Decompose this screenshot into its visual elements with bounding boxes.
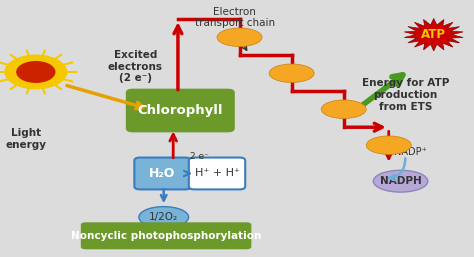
Ellipse shape bbox=[217, 28, 262, 47]
Text: 2 e⁻: 2 e⁻ bbox=[190, 152, 209, 161]
Text: NADPH: NADPH bbox=[380, 176, 421, 186]
FancyBboxPatch shape bbox=[134, 158, 191, 189]
Text: H₂O: H₂O bbox=[149, 167, 176, 180]
Text: 1/2O₂: 1/2O₂ bbox=[149, 212, 178, 222]
Ellipse shape bbox=[366, 136, 411, 154]
Text: Energy for ATP
production
from ETS: Energy for ATP production from ETS bbox=[362, 78, 449, 112]
FancyBboxPatch shape bbox=[189, 158, 245, 189]
Ellipse shape bbox=[321, 100, 366, 118]
FancyBboxPatch shape bbox=[81, 222, 251, 249]
Circle shape bbox=[5, 55, 67, 89]
FancyBboxPatch shape bbox=[126, 89, 235, 132]
Text: ATP: ATP bbox=[421, 28, 446, 41]
Text: Excited
electrons
(2 e⁻): Excited electrons (2 e⁻) bbox=[108, 50, 163, 84]
Ellipse shape bbox=[374, 170, 428, 192]
Ellipse shape bbox=[139, 207, 189, 228]
Text: Noncyclic photophosphorylation: Noncyclic photophosphorylation bbox=[71, 231, 261, 241]
Text: Electron
transport chain
(ETS): Electron transport chain (ETS) bbox=[195, 6, 275, 40]
Text: H⁺ + H⁺: H⁺ + H⁺ bbox=[195, 169, 239, 178]
Circle shape bbox=[17, 62, 55, 82]
Text: Light
energy: Light energy bbox=[6, 128, 47, 150]
Polygon shape bbox=[404, 19, 463, 51]
Ellipse shape bbox=[269, 64, 314, 82]
Text: NADP⁺: NADP⁺ bbox=[393, 147, 427, 157]
Text: Chlorophyll: Chlorophyll bbox=[137, 104, 223, 117]
